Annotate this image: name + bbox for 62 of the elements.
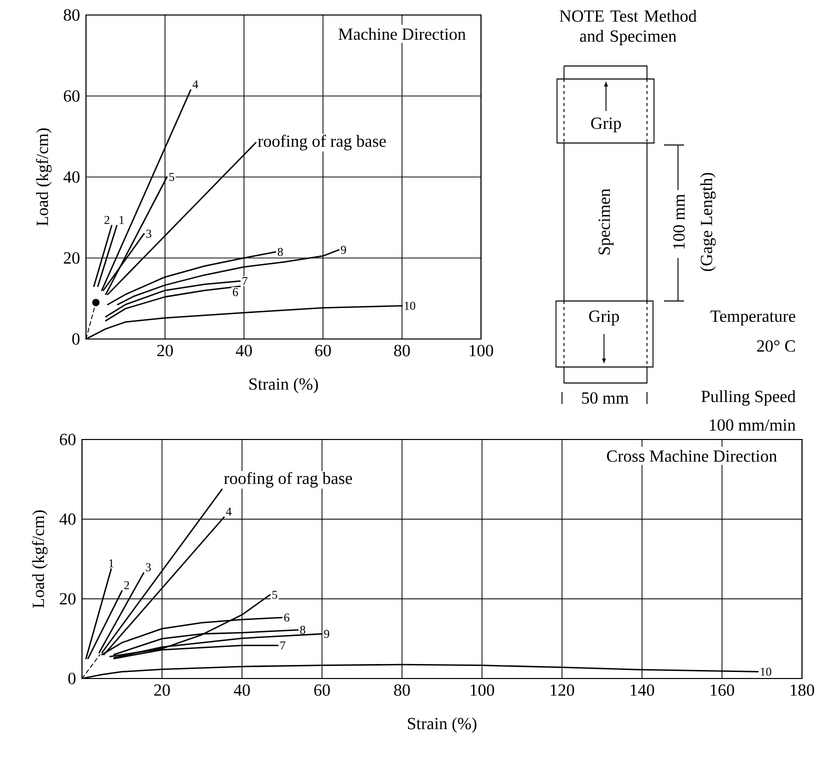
y-tick-label: 60	[60, 434, 76, 446]
y-axis-title: Load (kgf/cm)	[32, 510, 48, 608]
x-tick-label: 20	[154, 684, 170, 696]
x-tick-label: 60	[315, 344, 331, 356]
x-tick-label: 140	[630, 684, 654, 696]
x-tick-label: 120	[550, 684, 574, 696]
series-label: 2	[124, 581, 130, 590]
series-label: 5	[272, 590, 278, 599]
y-tick-label: 80	[64, 9, 80, 21]
series-label: 7	[280, 642, 286, 650]
series-label: 4	[226, 508, 232, 516]
text: (Gage Length)	[700, 172, 716, 272]
text: 50 mm	[582, 392, 629, 404]
x-tick-label: 100	[470, 344, 494, 356]
x-tick-label: 20	[157, 344, 173, 356]
series-label: 10	[760, 668, 772, 676]
text: Grip	[589, 310, 619, 326]
x-tick-label: 40	[236, 344, 252, 356]
annotation: Machine Direction	[338, 28, 466, 40]
series-label: 8	[278, 248, 283, 256]
x-tick-label: 160	[710, 684, 734, 696]
x-tick-label: 80	[394, 344, 410, 356]
text: 100 mm	[673, 194, 685, 249]
text: NOTE Test Method and Specimen	[560, 10, 697, 46]
y-tick-label: 0	[68, 672, 76, 684]
text: Temperature	[710, 310, 796, 326]
y-tick-label: 20	[60, 593, 76, 605]
x-tick-label: 100	[470, 684, 494, 696]
x-tick-label: 60	[314, 684, 330, 696]
y-tick-label: 20	[64, 252, 80, 264]
series-label: 7	[242, 277, 248, 286]
series-label: 10	[404, 302, 416, 310]
series-label: roofing of rag base	[224, 472, 352, 488]
series-label: 9	[324, 630, 330, 638]
y-tick-label: 40	[59, 513, 76, 525]
series-label: roofing of rag base	[258, 134, 386, 150]
series-label: 6	[284, 614, 290, 622]
x-axis-title: Strain (%)	[408, 717, 476, 733]
text: 20° C	[757, 340, 795, 352]
series-label: 4	[192, 80, 198, 88]
series-label: 2	[104, 216, 110, 224]
y-axis-title: Load (kgf/cm)	[36, 128, 52, 226]
x-axis-title: Strain (%)	[249, 378, 318, 394]
series-label: 1	[120, 216, 124, 224]
y-tick-label: 60	[64, 90, 80, 102]
series-label: 8	[300, 626, 306, 634]
x-tick-label: 80	[394, 684, 410, 696]
series-label: 3	[146, 230, 152, 238]
y-tick-label: 40	[63, 171, 80, 183]
series-label: 3	[146, 563, 151, 572]
text: 100 mm/min	[710, 419, 796, 431]
text: Grip	[591, 118, 621, 132]
series-label: 5	[169, 173, 174, 181]
text: Specimen	[598, 188, 614, 254]
series-label: 6	[232, 288, 238, 296]
series-label: 1	[109, 559, 114, 568]
annotation: Cross Machine Direction	[606, 450, 777, 462]
series-label: 9	[340, 246, 346, 254]
x-tick-label: 40	[234, 684, 250, 696]
text: Pulling Speed	[701, 390, 796, 406]
y-tick-label: 0	[72, 333, 80, 345]
x-tick-label: 180	[790, 684, 814, 696]
